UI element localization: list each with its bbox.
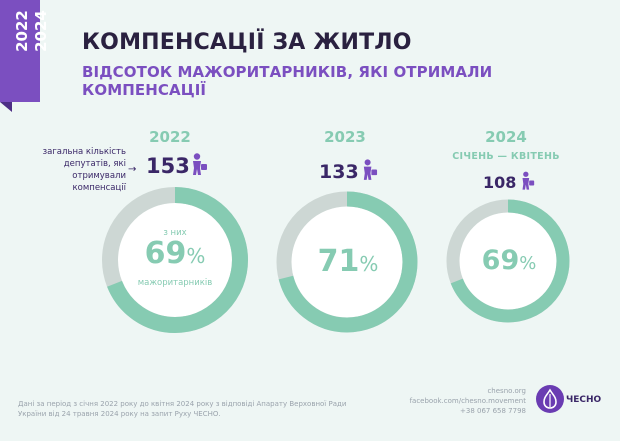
percent-sign-2023: %	[359, 252, 379, 276]
person-with-bag-icon	[522, 171, 535, 190]
share-number-2022: 69	[144, 236, 187, 271]
donut-share-2022	[102, 187, 248, 333]
share-value-2022: 69%	[110, 236, 240, 271]
person-with-bag-icon	[363, 159, 378, 180]
share-number-2024: 69	[481, 245, 520, 276]
share-caption-top-2022: з них	[163, 228, 187, 238]
years-badge: 2022 2024	[0, 0, 50, 112]
share-value-2023: 71%	[283, 244, 413, 279]
percent-sign-2024: %	[519, 253, 537, 274]
chesno-logo-icon	[536, 385, 564, 413]
source-note: Дані за період з січня 2022 року до квіт…	[18, 400, 347, 418]
contact-phone: +38 067 658 7798	[460, 407, 526, 415]
share-number-2023: 71	[317, 244, 360, 279]
donut-center-2022	[118, 203, 232, 317]
person-with-bag-icon	[193, 153, 207, 175]
badge-fold	[0, 102, 12, 112]
total-count-2023: 133	[319, 161, 359, 183]
note-arrow-icon: →	[128, 164, 137, 175]
percent-sign-2022: %	[186, 244, 206, 268]
share-caption-bottom-2022: мажоритарників	[137, 278, 213, 288]
contact-facebook[interactable]: facebook.com/chesno.movement	[409, 397, 526, 405]
page-subtitle: ВІДСОТОК МАЖОРИТАРНИКІВ, ЯКІ ОТРИМАЛИ КО…	[82, 63, 493, 99]
page-title: КОМПЕНСАЦІЇ ЗА ЖИТЛО	[82, 30, 412, 55]
donut-share-2024	[446, 199, 570, 323]
year-label-2022: 2022	[149, 128, 191, 146]
year-label-2024: 2024	[485, 128, 527, 146]
total-count-2022: 153	[146, 154, 190, 178]
donut-center-2023	[291, 206, 403, 318]
year-label-2023: 2023	[324, 128, 366, 146]
donut-share-2023	[276, 191, 418, 333]
contact-website[interactable]: chesno.org	[487, 387, 526, 395]
total-count-2024: 108	[483, 173, 517, 192]
period-label-2024: СІЧЕНЬ — КВІТЕНЬ	[452, 151, 560, 162]
contacts: chesno.org facebook.com/chesno.movement …	[394, 386, 526, 416]
share-value-2024: 69%	[444, 245, 574, 276]
garlic-icon	[543, 388, 557, 409]
donut-center-2024	[459, 212, 557, 310]
chesno-logo-text: ЧЕСНО	[566, 395, 602, 405]
total-note: загальна кількість депутатів, які отриму…	[42, 147, 126, 193]
